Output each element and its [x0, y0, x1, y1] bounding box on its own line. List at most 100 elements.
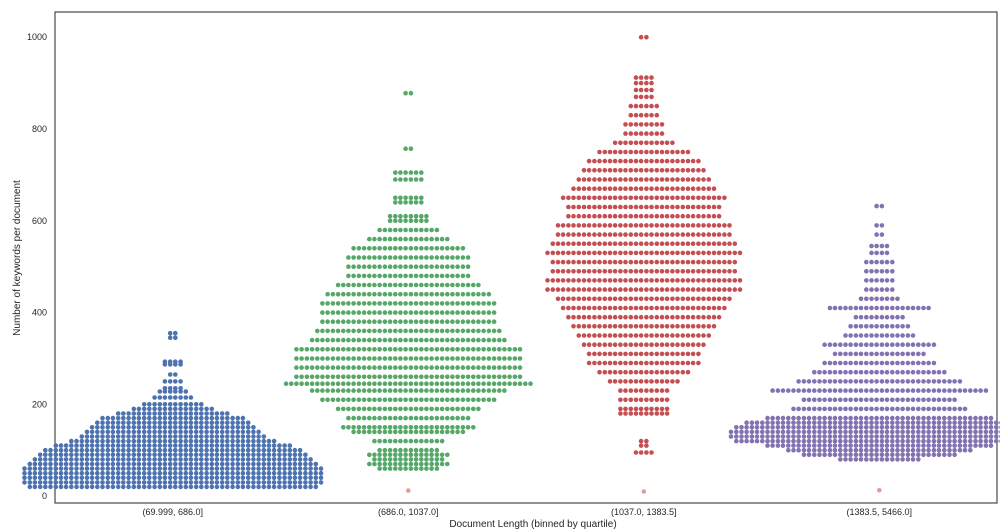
data-point	[225, 420, 230, 426]
data-point	[178, 386, 183, 391]
data-point	[277, 466, 282, 471]
data-point	[48, 466, 53, 471]
data-point	[864, 305, 869, 311]
data-point	[219, 425, 225, 430]
data-point	[393, 397, 398, 403]
data-point	[827, 369, 833, 375]
data-point	[69, 452, 74, 458]
data-point	[100, 438, 105, 444]
data-point	[571, 213, 576, 219]
data-point	[638, 223, 644, 228]
data-point	[121, 461, 126, 467]
data-point	[413, 282, 419, 288]
data-point	[786, 434, 791, 439]
data-point	[623, 122, 628, 127]
data-point	[377, 374, 382, 380]
data-point	[193, 415, 199, 421]
data-point	[450, 356, 455, 361]
data-point	[382, 457, 388, 462]
data-point	[178, 475, 183, 481]
data-point	[157, 389, 163, 394]
data-point	[193, 406, 199, 412]
data-point	[445, 429, 450, 435]
data-point	[434, 236, 440, 242]
data-point	[476, 337, 481, 343]
data-point	[455, 310, 460, 315]
data-point	[240, 420, 246, 426]
data-point	[581, 204, 587, 210]
data-point	[879, 438, 885, 444]
data-point	[341, 365, 346, 370]
data-point	[869, 425, 874, 430]
data-point	[95, 466, 100, 471]
data-point	[586, 269, 592, 274]
data-point	[931, 429, 937, 435]
data-point	[136, 475, 142, 481]
data-point	[183, 415, 189, 421]
data-point	[162, 425, 168, 430]
data-point	[157, 475, 163, 481]
data-point	[115, 420, 121, 426]
data-point	[199, 475, 204, 481]
data-point	[356, 273, 362, 279]
data-point	[121, 484, 126, 490]
data-point	[550, 269, 556, 274]
data-point	[607, 324, 613, 329]
data-point	[282, 484, 287, 490]
data-point	[739, 429, 744, 435]
data-point	[916, 434, 921, 439]
data-point	[843, 457, 848, 462]
data-point	[325, 347, 330, 352]
data-point	[649, 80, 654, 86]
data-point	[79, 443, 85, 448]
data-point	[37, 475, 43, 481]
data-point	[105, 434, 111, 439]
data-point	[638, 186, 644, 191]
data-point	[141, 480, 147, 485]
data-point	[382, 319, 388, 325]
data-point	[481, 337, 486, 343]
data-point	[817, 438, 822, 444]
data-point	[393, 273, 398, 279]
data-point	[282, 466, 287, 471]
data-point	[869, 388, 874, 393]
data-point	[408, 356, 414, 361]
data-point	[618, 406, 623, 412]
data-point	[638, 360, 644, 366]
data-point	[806, 397, 812, 403]
data-point	[680, 278, 686, 283]
data-point	[126, 457, 131, 462]
data-point	[864, 397, 869, 403]
data-points	[22, 34, 1000, 494]
data-point	[952, 452, 957, 458]
data-point	[874, 269, 879, 274]
data-point	[664, 333, 670, 338]
data-point	[434, 388, 440, 393]
data-point	[141, 406, 147, 412]
data-point	[372, 425, 377, 430]
data-point	[644, 450, 649, 455]
data-point	[879, 287, 885, 292]
data-point	[167, 466, 173, 471]
data-point	[126, 443, 131, 448]
data-point	[413, 218, 419, 224]
data-point	[754, 434, 760, 439]
data-point	[628, 259, 634, 265]
data-point	[403, 236, 408, 242]
data-point	[884, 314, 890, 320]
data-point	[403, 195, 408, 201]
data-point	[560, 269, 566, 274]
data-point	[455, 388, 460, 393]
data-point	[801, 397, 807, 403]
data-point	[419, 213, 424, 219]
data-point	[408, 374, 414, 380]
data-point	[890, 438, 895, 444]
data-point	[607, 158, 613, 164]
data-point	[502, 365, 507, 370]
data-point	[105, 443, 111, 448]
data-point	[806, 425, 812, 430]
data-point	[225, 461, 230, 467]
data-point	[618, 388, 623, 393]
data-point	[110, 480, 116, 485]
data-point	[670, 158, 675, 164]
